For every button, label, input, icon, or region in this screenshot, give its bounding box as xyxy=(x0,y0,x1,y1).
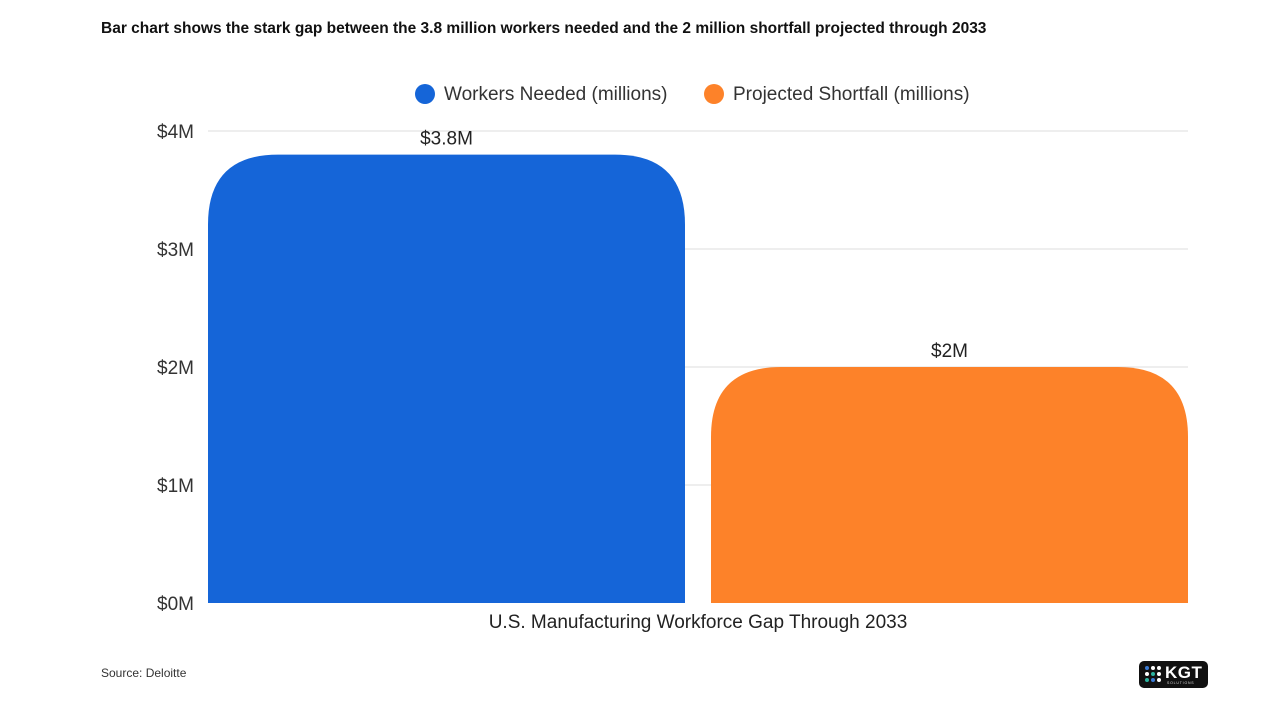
y-tick-label: $4M xyxy=(157,122,194,143)
bar-workers-needed xyxy=(208,154,685,603)
data-label: $2M xyxy=(931,341,968,362)
data-label: $3.8M xyxy=(420,129,473,150)
legend-label: Projected Shortfall (millions) xyxy=(733,84,970,105)
legend-marker xyxy=(704,84,724,104)
legend-label: Workers Needed (millions) xyxy=(444,84,668,105)
x-axis-label: U.S. Manufacturing Workforce Gap Through… xyxy=(489,612,908,633)
kgt-logo: KGT SOLUTIONS xyxy=(1139,661,1208,688)
logo-text: KGT xyxy=(1165,663,1203,682)
chart-title: Bar chart shows the stark gap between th… xyxy=(101,20,987,37)
logo-dots-icon xyxy=(1145,666,1161,682)
legend-marker xyxy=(415,84,435,104)
y-tick-label: $3M xyxy=(157,240,194,261)
y-tick-label: $0M xyxy=(157,594,194,615)
y-tick-label: $2M xyxy=(157,358,194,379)
y-tick-label: $1M xyxy=(157,476,194,497)
bar-projected-shortfall xyxy=(711,367,1188,603)
logo-subtext: SOLUTIONS xyxy=(1167,681,1195,685)
source-note: Source: Deloitte xyxy=(101,666,187,680)
